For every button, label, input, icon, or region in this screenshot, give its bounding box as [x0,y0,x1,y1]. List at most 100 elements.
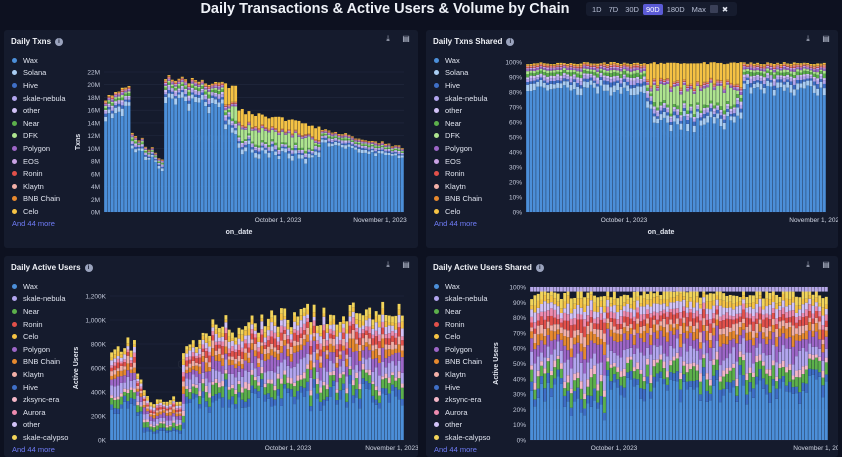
legend-item-polygon[interactable]: Polygon [434,343,490,356]
legend-item-zksync-era[interactable]: zksync-era [434,393,490,406]
legend-label: zksync-era [445,395,482,405]
bar-segment-other [569,287,573,292]
table-view-icon[interactable]: ▤ [402,34,410,43]
range-90d-button[interactable]: 90D [642,3,663,15]
legend-item-near[interactable]: Near [12,305,68,318]
legend-item-skale-calypso[interactable]: skale-calypso [434,431,490,444]
legend-item-hive[interactable]: Hive [12,79,66,92]
legend-item-polygon[interactable]: Polygon [12,343,68,356]
download-icon[interactable]: ⤓ [386,34,390,43]
bar-segment-hive [573,390,577,402]
range-180d-button[interactable]: 180D [666,4,685,14]
table-view-icon[interactable]: ▤ [822,260,830,269]
legend-item-skale-calypso[interactable]: skale-calypso [12,431,68,444]
table-view-icon[interactable]: ▤ [402,260,410,269]
legend-item-solana[interactable]: Solana [12,67,66,80]
legend-item-wax[interactable]: Wax [12,54,66,67]
legend-item-celo[interactable]: Celo [434,330,490,343]
range-max-button[interactable]: Max [691,4,706,14]
clear-range-icon[interactable]: ✖ [721,4,729,14]
legend-item-dfk[interactable]: DFK [12,130,66,143]
bar-segment-ronin [712,85,716,87]
legend-item-skale-nebula[interactable]: skale-nebula [434,293,490,306]
legend-item-hive[interactable]: Hive [12,381,68,394]
legend-item-ronin[interactable]: Ronin [12,318,68,331]
range-7d-button[interactable]: 7D [608,4,619,14]
legend-item-ronin[interactable]: Ronin [434,318,490,331]
legend-more-link[interactable]: And 44 more [12,218,55,228]
legend-item-klaytn[interactable]: Klaytn [434,368,490,381]
bar-segment-zksync-era [642,376,646,382]
legend-item-klaytn[interactable]: Klaytn [434,180,488,193]
bar-segment-polygon [705,340,709,354]
legend-item-aurora[interactable]: Aurora [434,406,490,419]
bar-segment-near [665,377,669,385]
bar-segment-other [315,333,319,341]
download-icon[interactable]: ⤓ [806,34,810,43]
legend-item-ronin[interactable]: Ronin [434,167,488,180]
legend-item-other[interactable]: other [434,104,488,117]
bar-segment-near [728,370,732,383]
bar-segment-aurora [798,316,802,320]
legend-item-dfk[interactable]: DFK [434,130,488,143]
legend-item-hive[interactable]: Hive [434,381,490,394]
legend-item-skale-nebula[interactable]: skale-nebula [12,92,66,105]
legend-item-wax[interactable]: Wax [434,54,488,67]
bar-segment-wax [776,87,780,212]
legend-item-celo[interactable]: Celo [12,330,68,343]
info-icon[interactable]: i [506,37,515,46]
range-checkbox[interactable] [709,5,718,13]
legend-item-near[interactable]: Near [434,305,490,318]
legend-more-link[interactable]: And 44 more [12,444,55,454]
bar-segment-celo [127,85,131,87]
legend-item-skale-nebula[interactable]: skale-nebula [12,293,68,306]
bar-segment-bnb-chain [253,350,257,357]
table-view-icon[interactable]: ▤ [822,34,830,43]
bar-segment-klaytn [765,327,769,337]
legend-item-polygon[interactable]: Polygon [434,142,488,155]
bar-segment-celo [789,63,793,66]
bar-segment-ronin [536,320,540,326]
legend-item-klaytn[interactable]: Klaytn [12,368,68,381]
legend-item-other[interactable]: other [12,104,66,117]
legend-item-wax[interactable]: Wax [434,280,490,293]
bar-segment-skale-nebula [367,148,371,150]
legend-item-ronin[interactable]: Ronin [12,167,66,180]
bar-segment-wax [260,386,264,440]
legend-item-near[interactable]: Near [12,117,66,130]
legend-item-bnb-chain[interactable]: BNB Chain [434,356,490,369]
legend-item-hive[interactable]: Hive [434,79,488,92]
bar-segment-bnb-chain [599,63,603,65]
info-icon[interactable]: i [84,263,93,272]
info-icon[interactable]: i [535,263,544,272]
download-icon[interactable]: ⤓ [806,260,810,269]
legend-more-link[interactable]: And 44 more [434,218,477,228]
legend-item-bnb-chain[interactable]: BNB Chain [434,193,488,206]
legend-item-zksync-era[interactable]: zksync-era [12,393,68,406]
legend-item-eos[interactable]: EOS [12,155,66,168]
legend-item-celo[interactable]: Celo [434,205,488,218]
legend-item-solana[interactable]: Solana [434,67,488,80]
range-30d-button[interactable]: 30D [625,4,639,14]
legend-item-aurora[interactable]: Aurora [12,406,68,419]
legend-item-klaytn[interactable]: Klaytn [12,180,66,193]
legend-item-polygon[interactable]: Polygon [12,142,66,155]
legend-item-near[interactable]: Near [434,117,488,130]
legend-item-bnb-chain[interactable]: BNB Chain [12,193,66,206]
bar-segment-polygon [652,332,656,346]
bar-segment-skale-nebula [779,77,783,80]
range-1d-button[interactable]: 1D [592,4,602,14]
bar-segment-bnb-chain [796,64,800,65]
legend-more-link[interactable]: And 44 more [434,444,477,454]
legend-item-other[interactable]: other [12,419,68,432]
bar-segment-wax [586,87,590,212]
legend-item-other[interactable]: other [434,419,490,432]
download-icon[interactable]: ⤓ [386,260,390,269]
legend-item-eos[interactable]: EOS [434,155,488,168]
info-icon[interactable]: i [55,37,64,46]
legend-item-celo[interactable]: Celo [12,205,66,218]
legend-item-skale-nebula[interactable]: skale-nebula [434,92,488,105]
legend-item-bnb-chain[interactable]: BNB Chain [12,356,68,369]
bar-segment-near [134,141,138,144]
legend-item-wax[interactable]: Wax [12,280,68,293]
